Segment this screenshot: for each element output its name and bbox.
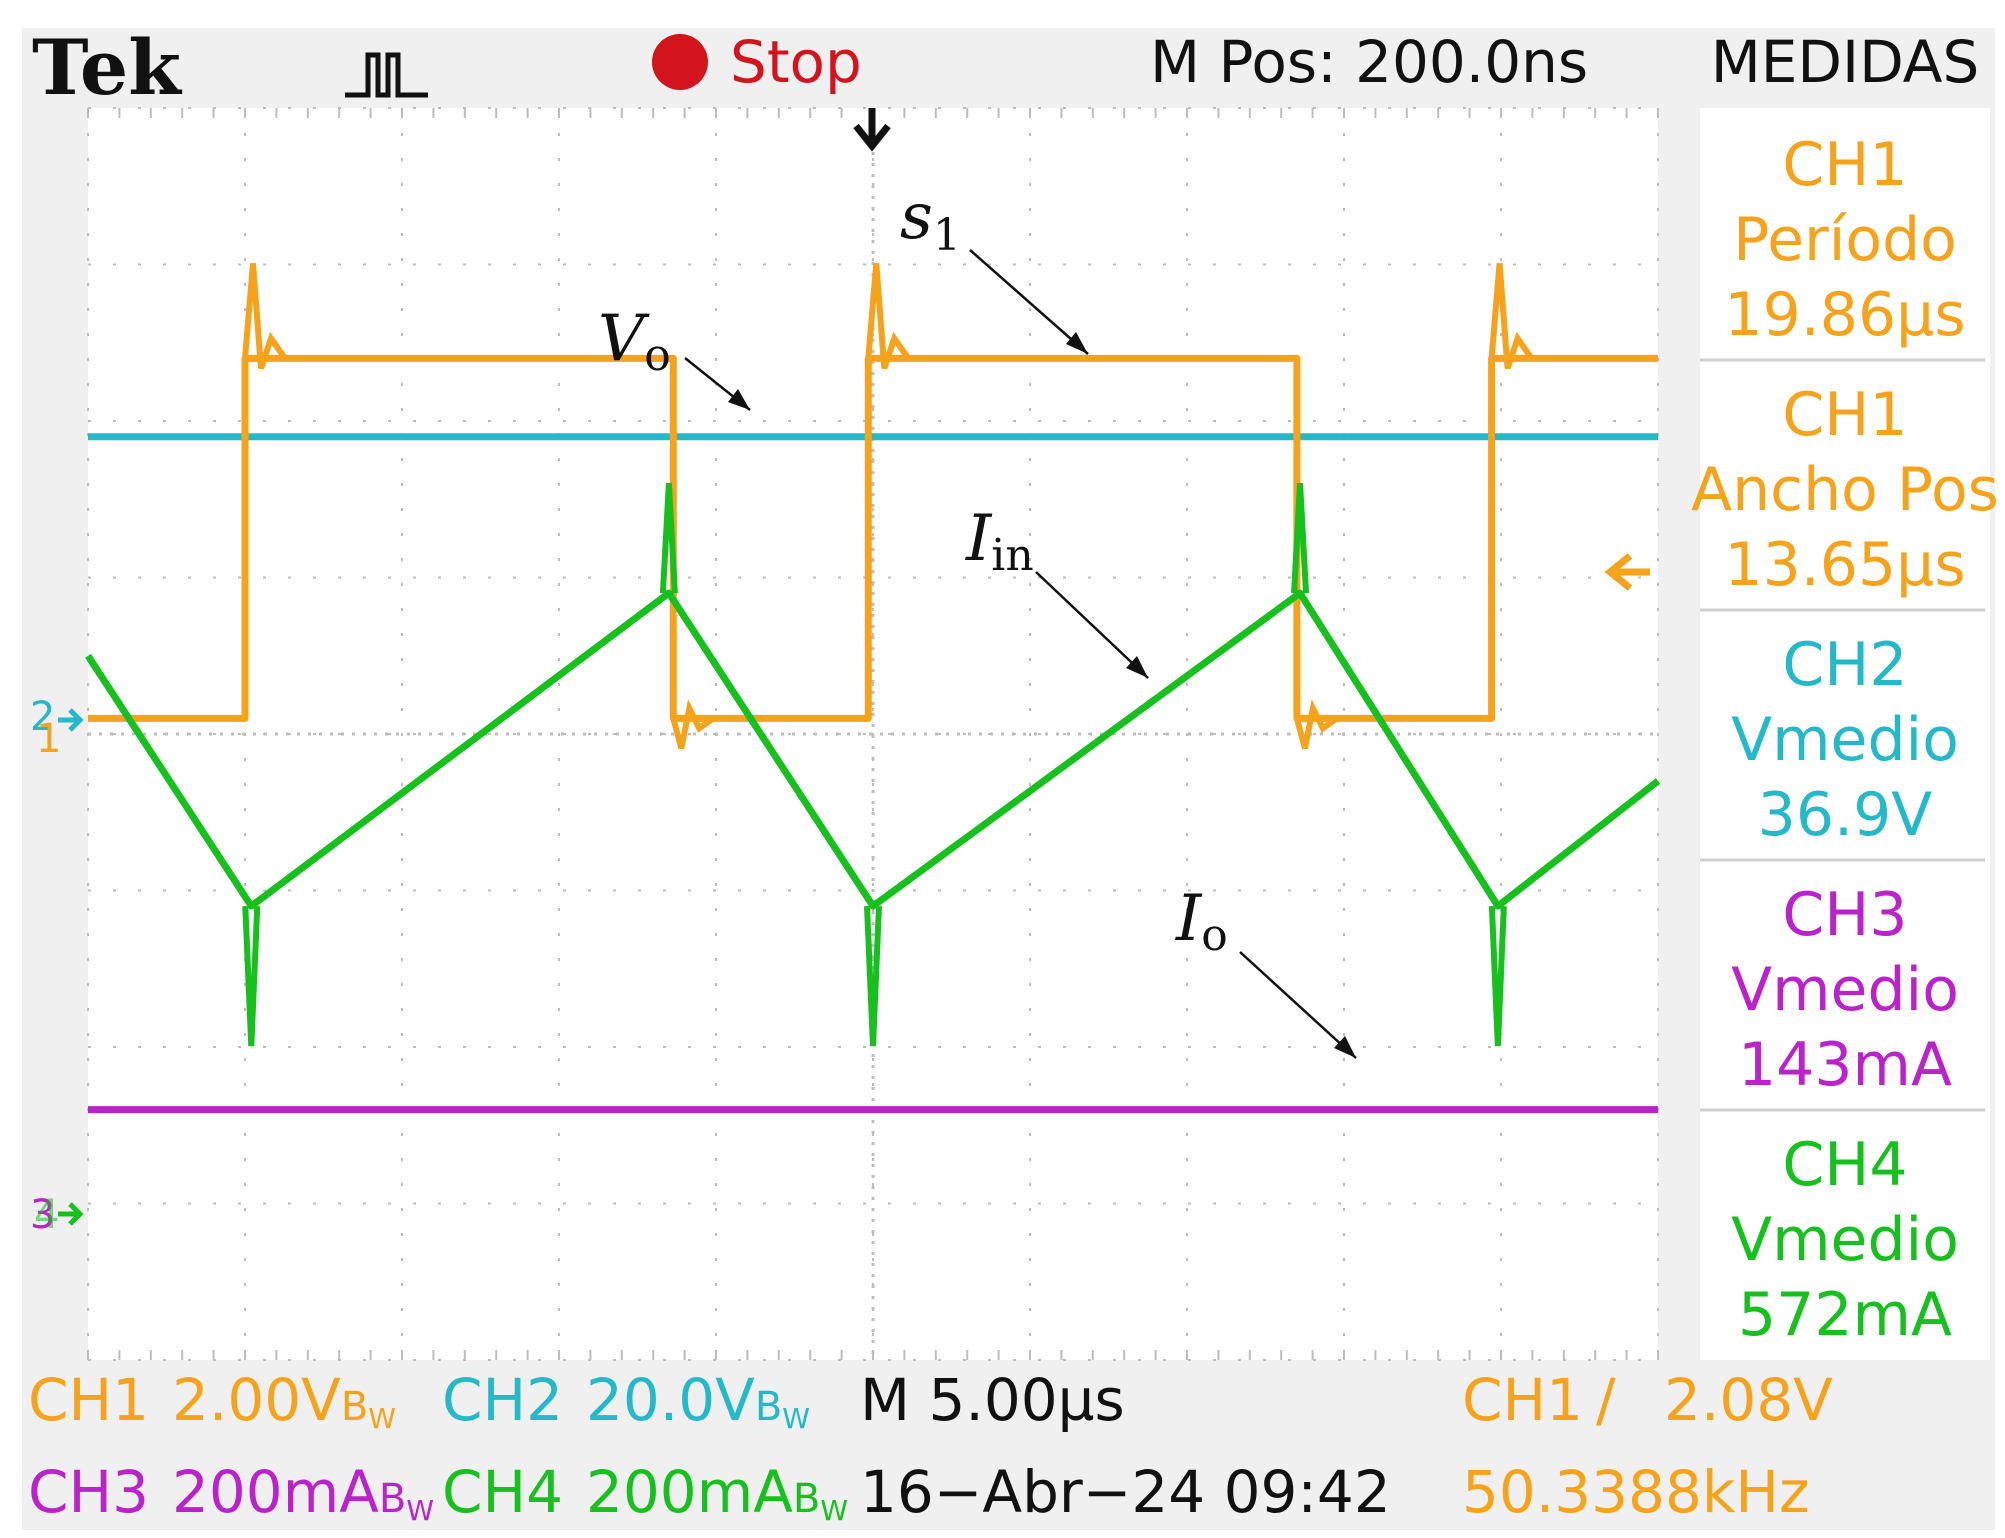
measurement-name: Vmedio	[1731, 955, 1959, 1025]
measurement-channel: CH2	[1782, 630, 1907, 700]
ch4-label: CH4	[442, 1458, 563, 1526]
trigger-channel: CH1	[1462, 1366, 1583, 1434]
annotation-iin-base: I	[965, 502, 993, 576]
datetime: 16−Abr−24 09:42	[860, 1458, 1391, 1526]
waveform-iin-spike	[659, 482, 678, 594]
waveform-s1-ringing	[1488, 263, 1535, 370]
waveform-iin	[85, 589, 1661, 910]
measurement-panel	[1700, 108, 1990, 1360]
ch3-scale: 200mABW	[172, 1458, 434, 1527]
annotation-iin-arrow	[1035, 571, 1149, 679]
annotation-vo-base: V	[598, 302, 650, 376]
timebase: M 5.00µs	[860, 1366, 1125, 1434]
measurement-channel: CH3	[1782, 880, 1907, 950]
waveform-s1-ringing	[865, 263, 911, 370]
trigger-level-arrow	[1604, 553, 1650, 591]
svg-text:Vo: Vo	[598, 302, 671, 381]
ch2-marker: 2	[30, 694, 55, 740]
annotation-vo-sub: o	[644, 330, 671, 381]
measurement-name: Ancho Pos	[1691, 455, 1999, 525]
waveform-iin-spike	[864, 906, 882, 1047]
annotation-s1-sub: 1	[933, 210, 961, 261]
run-state: Stop	[730, 28, 862, 96]
annotation-iin-sub: in	[991, 530, 1033, 581]
annotation-s1-base: s	[900, 180, 933, 254]
annotation-io-arrow	[1239, 951, 1357, 1059]
horizontal-position: M Pos: 200.0ns	[1150, 28, 1588, 96]
ch1-ch2-ground-arrow	[58, 708, 84, 732]
annotation-vo: Vo	[598, 302, 751, 411]
ch3-marker: 3	[30, 1192, 55, 1238]
graticule	[87, 107, 1659, 1361]
measurement-channel: CH4	[1782, 1130, 1907, 1200]
annotation-s1: s1	[900, 180, 1089, 355]
acquisition-pulse-icon	[345, 52, 428, 98]
trigger-level: 2.08V	[1664, 1366, 1833, 1434]
measurement-value: 143mA	[1738, 1030, 1952, 1100]
measurement-name: Vmedio	[1731, 705, 1959, 775]
svg-text:Io: Io	[1175, 882, 1228, 961]
ch2-scale: 20.0VBW	[586, 1366, 810, 1435]
measurement-value: 13.65µs	[1724, 530, 1965, 600]
waveform-s1-ringing	[242, 263, 288, 370]
trigger-slope-icon: /	[1596, 1366, 1616, 1434]
svg-text:s1: s1	[900, 180, 961, 261]
ch3-label: CH3	[28, 1458, 149, 1526]
measurement-channel: CH1	[1782, 380, 1907, 450]
measure-menu-title: MEDIDAS	[1711, 28, 1980, 96]
footer-status: CH1 2.00VBW CH2 20.0VBW M 5.00µs CH1 / 2…	[28, 1366, 1833, 1527]
stop-icon	[652, 34, 708, 90]
measurement-value: 572mA	[1738, 1280, 1952, 1350]
waveform-iin-spike	[1488, 906, 1507, 1047]
measurement-value: 36.9V	[1758, 780, 1933, 850]
waveform-iin-spike	[242, 906, 261, 1047]
annotation-io-base: I	[1175, 882, 1203, 956]
ch3-ch4-ground-arrow	[58, 1202, 84, 1226]
svg-text:Iin: Iin	[965, 502, 1034, 581]
waveform-iin-spike	[1291, 482, 1310, 594]
ch1-label: CH1	[28, 1366, 149, 1434]
waveform-s1-ringing	[670, 699, 716, 750]
ch2-label: CH2	[442, 1366, 563, 1434]
annotation-s1-arrow	[969, 249, 1089, 355]
waveforms	[85, 263, 1661, 1114]
ch4-scale: 200mABW	[586, 1458, 848, 1527]
measurement-name: Período	[1733, 205, 1957, 275]
measurement-name: Vmedio	[1731, 1205, 1959, 1275]
trigger-position-arrow	[853, 108, 891, 152]
waveform-s1-ringing	[1294, 699, 1339, 750]
waveform-s1	[88, 354, 1658, 722]
annotation-io: Io	[1175, 882, 1357, 1059]
annotation-iin: Iin	[965, 502, 1149, 679]
ch1-scale: 2.00VBW	[172, 1366, 396, 1435]
annotation-io-sub: o	[1201, 910, 1228, 961]
ch4-marker: 4	[34, 1192, 59, 1238]
trigger-frequency: 50.3388kHz	[1462, 1458, 1810, 1526]
ch1-marker: 1	[36, 716, 61, 762]
measurement-value: 19.86µs	[1724, 280, 1965, 350]
measurement-channel: CH1	[1782, 130, 1907, 200]
brand-logo: Tek	[32, 23, 182, 112]
